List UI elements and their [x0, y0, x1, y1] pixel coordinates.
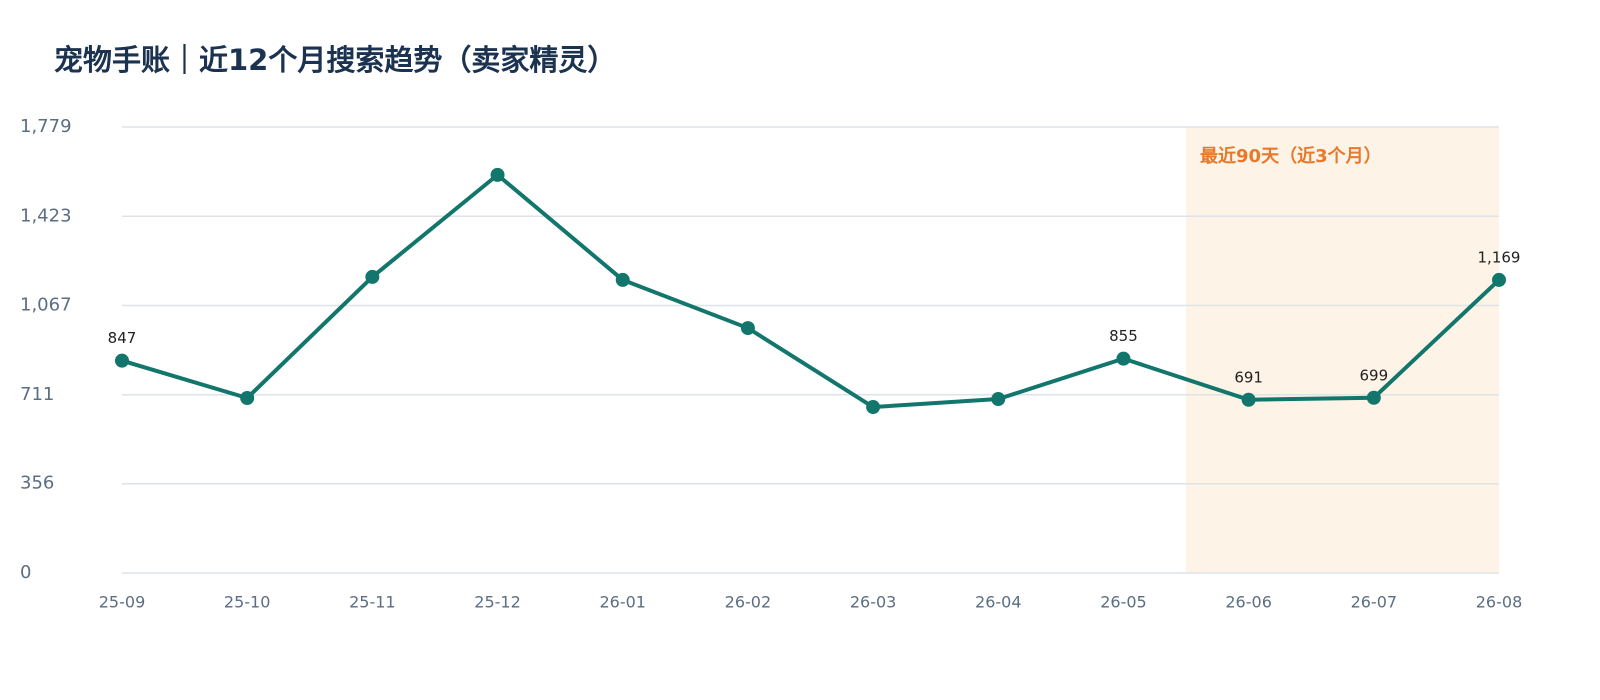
- x-tick-label: 26-07: [1351, 593, 1398, 612]
- x-tick-label: 26-04: [975, 593, 1022, 612]
- value-label: 1,169: [1478, 248, 1521, 266]
- x-tick-label: 25-09: [99, 593, 146, 612]
- x-tick-label: 25-10: [224, 593, 271, 612]
- point: [1116, 351, 1131, 366]
- x-tick-label: 26-03: [850, 593, 897, 612]
- y-tick-label: 1,067: [20, 295, 72, 316]
- point: [490, 167, 505, 182]
- value-label: 847: [108, 329, 137, 347]
- line: [121, 172, 1501, 410]
- y-tick-label: 711: [20, 384, 54, 405]
- y-tick-label: 1,423: [20, 205, 72, 226]
- point: [991, 392, 1006, 407]
- value-label: 691: [1234, 368, 1263, 386]
- y-tick-label: 0: [20, 562, 31, 583]
- highlight-label: 最近90天（近3个月）: [1200, 145, 1382, 167]
- point: [615, 272, 630, 287]
- y-tick-label: 1,779: [20, 116, 72, 137]
- point: [365, 269, 380, 284]
- point: [1241, 392, 1256, 407]
- point: [115, 353, 129, 368]
- highlight-band: [1186, 127, 1499, 573]
- x-tick-label: 25-11: [349, 593, 396, 612]
- point: [866, 400, 881, 415]
- value-label: 855: [1109, 327, 1138, 345]
- x-tick-label: 26-05: [1100, 593, 1147, 612]
- x-tick-label: 26-08: [1476, 593, 1523, 612]
- point: [740, 321, 755, 336]
- chart-title: 宠物手账｜近12个月搜索趋势（卖家精灵）: [54, 43, 616, 77]
- x-tick-label: 26-02: [725, 593, 772, 612]
- x-tick-label: 26-01: [599, 593, 646, 612]
- point: [1366, 390, 1381, 405]
- x-tick-label: 25-12: [474, 593, 521, 612]
- x-tick-label: 26-06: [1225, 593, 1272, 612]
- point: [240, 391, 255, 406]
- point: [1492, 272, 1506, 287]
- value-label: 699: [1359, 366, 1388, 384]
- y-tick-label: 356: [20, 473, 54, 494]
